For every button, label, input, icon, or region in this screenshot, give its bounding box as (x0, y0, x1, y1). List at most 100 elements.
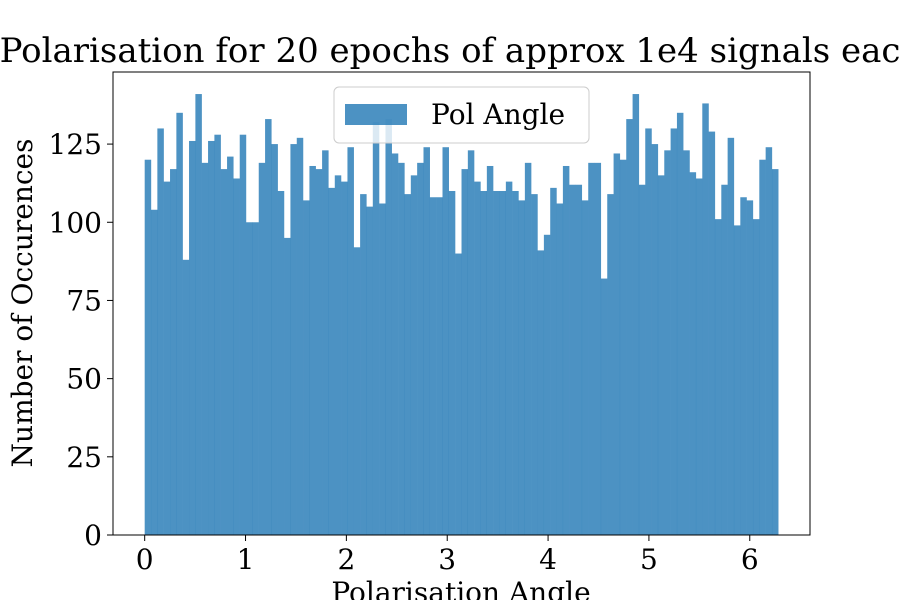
chart-title: Polarisation for 20 epochs of approx 1e4… (0, 31, 900, 71)
histogram-bar (594, 162, 602, 535)
histogram-bar (176, 112, 183, 535)
histogram-bar (303, 200, 310, 535)
x-tick-label: 1 (237, 543, 255, 576)
y-tick-label: 25 (66, 441, 102, 474)
legend-box (333, 86, 590, 144)
histogram-bar (474, 181, 481, 536)
histogram-bar (391, 153, 399, 535)
histogram-bar (341, 181, 348, 536)
histogram-bar (537, 250, 545, 535)
histogram-bar (733, 225, 741, 535)
histogram-bar (448, 190, 456, 536)
histogram-bar (246, 222, 253, 535)
histogram-bar (410, 175, 418, 536)
x-axis-label: Polarisation Angle (331, 576, 590, 600)
legend-swatch (345, 104, 407, 125)
histogram-bar (486, 165, 494, 536)
histogram-bar (765, 147, 773, 535)
histogram-bar (746, 200, 754, 535)
y-tick-label: 100 (49, 206, 102, 239)
histogram-bar (258, 162, 266, 535)
plot-frame (112, 71, 811, 536)
histogram-bar (771, 169, 779, 535)
histogram-bar (385, 119, 392, 535)
y-tick-label: 75 (66, 284, 102, 317)
histogram-bar (613, 153, 621, 535)
histogram-bar (626, 119, 633, 535)
histogram-bar (695, 178, 703, 536)
histogram-bar (664, 150, 671, 535)
x-axis-ticks: 0 1 2 3 4 5 6 (136, 535, 759, 576)
histogram-bar (214, 134, 221, 535)
histogram-bar (581, 200, 589, 535)
histogram-bar (467, 150, 475, 535)
histogram-bar (284, 237, 291, 535)
histogram-bar (543, 234, 551, 535)
histogram-bar (657, 175, 665, 536)
histogram-bar (265, 119, 272, 535)
histogram-bar (252, 222, 259, 535)
histogram-bar (759, 159, 766, 535)
histogram-bar (708, 131, 716, 535)
histogram-bar (220, 169, 228, 535)
histogram-bar (233, 178, 240, 536)
histogram-bars (144, 94, 779, 536)
histogram-bar (360, 194, 367, 535)
histogram-bar (689, 172, 697, 536)
histogram-bar (163, 181, 171, 536)
histogram-bar (201, 162, 209, 535)
histogram-bar (676, 112, 684, 535)
histogram-bar (296, 137, 304, 535)
histogram-bar (417, 162, 424, 535)
histogram-bar (366, 206, 373, 535)
histogram-bar (404, 194, 411, 535)
histogram-bar (505, 181, 513, 536)
histogram-bar (290, 144, 297, 535)
x-tick-label: 3 (438, 543, 456, 576)
histogram-bar (569, 184, 576, 536)
histogram-bar (271, 144, 278, 535)
histogram-bar (512, 190, 519, 536)
histogram-bar (436, 197, 443, 535)
histogram-bar (550, 187, 557, 535)
histogram-bar (227, 156, 234, 535)
histogram-bar (670, 128, 678, 535)
histogram-bar (455, 253, 462, 536)
histogram-bar (151, 209, 158, 535)
histogram-bar (379, 203, 386, 535)
histogram-bar (429, 197, 437, 535)
y-tick-label: 125 (49, 128, 102, 161)
legend: Pol Angle (333, 86, 590, 144)
histogram-bar (740, 197, 747, 535)
histogram-bar (182, 259, 190, 535)
histogram-bar (600, 278, 608, 535)
histogram-bar (334, 175, 342, 536)
histogram-bar (721, 184, 728, 536)
histogram-bar (277, 190, 285, 536)
histogram-bar (588, 162, 595, 535)
histogram-bar (518, 200, 526, 535)
histogram-bar (632, 94, 640, 536)
y-tick-label: 50 (66, 363, 102, 396)
histogram-bar (524, 162, 532, 535)
histogram-bar (493, 190, 500, 536)
histogram-bar (208, 140, 215, 535)
histogram-bar (239, 134, 247, 535)
histogram-bar (189, 140, 196, 535)
histogram-bar (315, 169, 323, 535)
histogram-bar (328, 187, 335, 535)
histogram-bar (499, 190, 507, 536)
histogram-bar (531, 194, 538, 535)
y-axis-label: Number of Occurences (6, 139, 39, 468)
y-tick-label: 0 (84, 519, 102, 552)
histogram-bar (607, 194, 614, 535)
histogram-bar (309, 165, 316, 536)
histogram-bar (645, 128, 652, 535)
histogram-bar (683, 150, 690, 535)
histogram-bar (347, 147, 354, 535)
y-axis-ticks: 0 25 50 75 100 125 (49, 128, 113, 552)
histogram-bar (575, 184, 583, 536)
histogram-bar (398, 162, 405, 535)
histogram-bar (638, 184, 646, 536)
